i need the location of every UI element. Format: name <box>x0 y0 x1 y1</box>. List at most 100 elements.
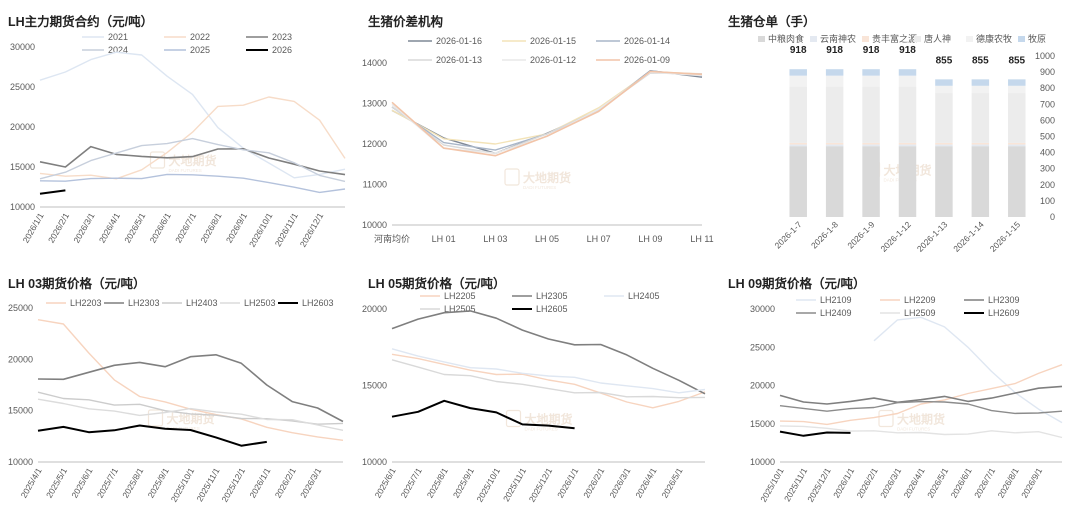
bar-segment-牧原 <box>971 79 990 86</box>
lh09-xtick-label: 2026/6/1 <box>949 466 974 500</box>
legend-label: 2026-01-15 <box>530 36 576 46</box>
lh05-xtick-label: 2025/6/1 <box>373 466 398 500</box>
warehouse-ytick-label: 700 <box>1040 99 1055 109</box>
warehouse-ytick-label: 600 <box>1040 115 1055 125</box>
lh05-xtick-label: 2026/1/1 <box>555 466 580 500</box>
warehouse-ytick-label: 200 <box>1040 180 1055 190</box>
lh03-xtick-label: 2025/12/1 <box>219 466 247 504</box>
lh03-xtick-label: 2025/5/1 <box>44 466 69 500</box>
legend-label: 2021 <box>108 32 128 42</box>
main-xtick-label: 2026/3/1 <box>71 211 96 245</box>
lh09-ytick-label: 30000 <box>750 304 775 314</box>
lh09-legend-item: LH2509 <box>880 308 936 318</box>
legend-label: LH2403 <box>186 298 218 308</box>
spread-xtick-label: LH 01 <box>432 234 456 244</box>
bar-segment-牧原 <box>862 69 880 76</box>
legend-label: 2026 <box>272 45 292 55</box>
lh05-xtick-label: 2026/3/1 <box>607 466 632 500</box>
legend-label: 牧原 <box>1028 33 1046 44</box>
legend-label: 2023 <box>272 32 292 42</box>
lh03-legend-item: LH2503 <box>220 298 276 308</box>
legend-label: LH2303 <box>128 298 160 308</box>
bar-segment-云南神农 <box>789 144 807 147</box>
bar-segment-唐人神 <box>898 86 917 143</box>
bar-segment-贵丰富之源 <box>935 142 953 145</box>
warehouse-legend-item: 云南神农 <box>810 33 856 44</box>
watermark-text-en: DADI FUTURES <box>169 168 202 173</box>
legend-swatch <box>914 36 921 42</box>
lh09-ytick-label: 20000 <box>750 381 775 391</box>
lh09-series-LH2109 <box>873 316 1063 424</box>
main-xtick-label: 2026/12/1 <box>298 211 326 249</box>
warehouse-xtick-label: 2026-1-7 <box>772 219 803 250</box>
bar-segment-贵丰富之源 <box>898 142 917 145</box>
legend-label: 2026-01-12 <box>530 55 576 65</box>
lh09-series-LH2209 <box>779 364 1063 426</box>
warehouse-legend-item: 牧原 <box>1018 33 1046 44</box>
lh09-series-LH2309 <box>779 385 1063 405</box>
bar-segment-唐人神 <box>825 86 844 143</box>
warehouse-legend-item: 德康农牧 <box>966 33 1012 44</box>
bar-segment-中粮肉食 <box>971 146 990 217</box>
lh05-xtick-label: 2026/4/1 <box>633 466 658 500</box>
legend-label: LH2205 <box>444 291 476 301</box>
bar-segment-德康农牧 <box>935 85 953 94</box>
spread-legend-item: 2026-01-12 <box>502 55 576 65</box>
lh05-series-LH2505 <box>391 359 706 399</box>
lh03-series-LH2503 <box>37 398 344 431</box>
bar-segment-贵丰富之源 <box>789 142 807 145</box>
watermark-text: 大地期货 <box>897 412 945 427</box>
spread-xtick-label: LH 07 <box>587 234 611 244</box>
lh05-xtick-label: 2025/11/1 <box>501 466 528 503</box>
main-title: LH主力期货合约（元/吨） <box>8 14 153 29</box>
lh09-legend-item: LH2409 <box>796 308 852 318</box>
lh09-ytick-label: 25000 <box>750 342 775 352</box>
lh09-title: LH 09期货价格（元/吨） <box>728 276 866 291</box>
lh05-xtick-label: 2025/9/1 <box>451 466 476 500</box>
lh05-xtick-label: 2025/12/1 <box>527 466 555 504</box>
legend-label: LH2409 <box>820 308 852 318</box>
warehouse-legend-item: 贵丰富之源 <box>862 33 917 44</box>
bar-segment-牧原 <box>898 69 917 76</box>
lh03-xtick-label: 2025/9/1 <box>146 466 171 500</box>
watermark-logo-icon <box>505 409 522 428</box>
spread-legend-item: 2026-01-15 <box>502 36 576 46</box>
legend-label: LH2509 <box>904 308 936 318</box>
watermark-text: 大地期货 <box>525 412 573 427</box>
main-series-2023 <box>39 145 346 176</box>
lh09-xtick-label: 2026/1/1 <box>831 466 856 500</box>
lh09-series-LH2509 <box>779 425 1063 439</box>
lh03-legend-item: LH2403 <box>162 298 218 308</box>
legend-swatch <box>810 36 817 42</box>
lh03-xtick-label: 2026/1/1 <box>247 466 272 500</box>
watermark-logo-icon <box>147 409 164 427</box>
main-xtick-label: 2026/7/1 <box>173 211 198 245</box>
warehouse-xtick-label: 2026-1-12 <box>878 219 913 254</box>
legend-swatch <box>758 36 765 42</box>
lh09-xtick-label: 2026/9/1 <box>1019 466 1044 500</box>
bar-segment-唐人神 <box>971 93 990 143</box>
bar-segment-贵丰富之源 <box>971 142 990 145</box>
warehouse-ytick-label: 400 <box>1040 148 1055 158</box>
spread-legend-item: 2026-01-14 <box>596 36 670 46</box>
lh09-ytick-label: 15000 <box>750 419 775 429</box>
legend-label: 唐人神 <box>924 33 951 44</box>
main-legend-item: 2025 <box>164 45 210 55</box>
main-xtick-label: 2026/8/1 <box>198 211 223 245</box>
warehouse-ytick-label: 1000 <box>1035 51 1055 61</box>
legend-label: 德康农牧 <box>976 33 1012 44</box>
lh05-title: LH 05期货价格（元/吨） <box>368 276 506 291</box>
main-xtick-label: 2026/2/1 <box>46 211 71 245</box>
warehouse-xtick-label: 2026-1-8 <box>809 219 840 250</box>
watermark-text-en: DADI FUTURES <box>523 185 556 190</box>
bar-total-label: 918 <box>899 45 916 56</box>
spread-legend-item: 2026-01-16 <box>408 36 482 46</box>
legend-label: 2026-01-16 <box>436 36 482 46</box>
lh09-xtick-label: 2025/12/1 <box>805 466 833 504</box>
